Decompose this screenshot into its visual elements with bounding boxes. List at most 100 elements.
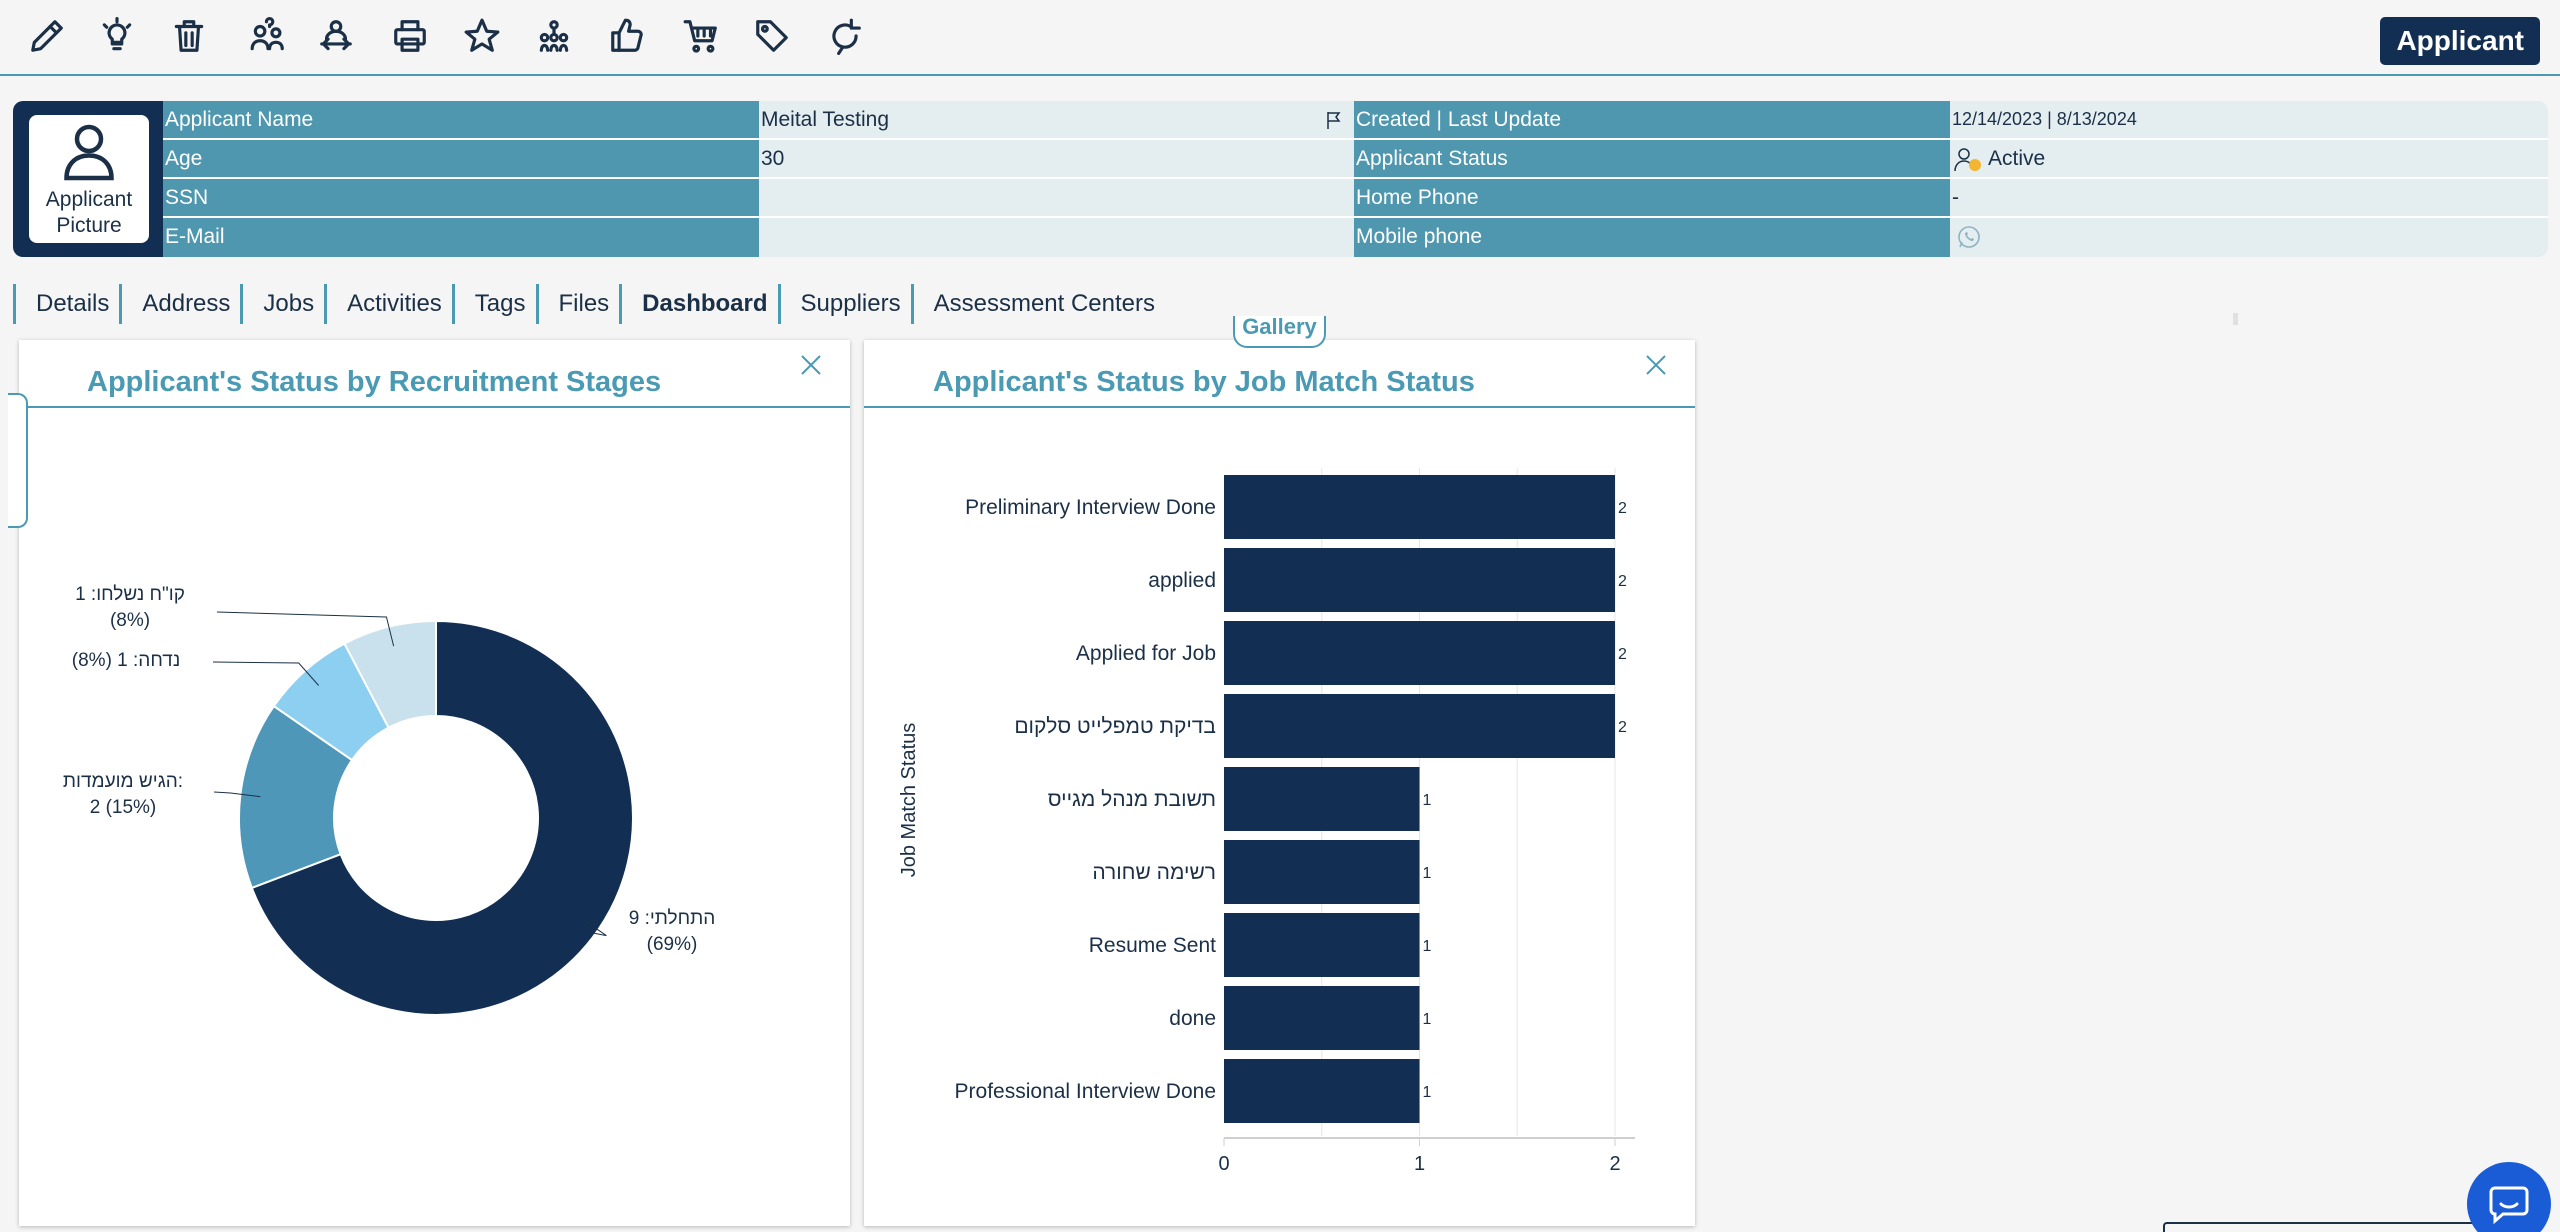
bar-category-label: Professional Interview Done: [955, 1080, 1216, 1103]
label-mobile-phone: Mobile phone: [1354, 218, 1950, 257]
bar-category-label: תשובת מנהל מגייס: [1048, 788, 1216, 811]
applicant-picture[interactable]: Applicant Picture: [29, 115, 149, 243]
transfer-icon[interactable]: [314, 14, 358, 58]
close-icon[interactable]: [1643, 352, 1669, 378]
recruitment-donut-chart: התחלתי: 9 (69%) הגיש מועמדות: 2 (15%) נדחה: …: [63, 584, 716, 1016]
close-icon[interactable]: [798, 352, 824, 378]
active-status-icon: [1954, 148, 1981, 172]
bar-value-label: 2: [1618, 719, 1627, 736]
donut-slice[interactable]: [238, 704, 354, 890]
lightbulb-icon[interactable]: [95, 14, 139, 58]
bar-category-label: applied: [1148, 569, 1216, 592]
pencil-icon[interactable]: [25, 14, 69, 58]
applicant-button[interactable]: Applicant: [2380, 17, 2540, 65]
x-tick-label: 1: [1414, 1153, 1425, 1175]
x-tick-label: 2: [1609, 1153, 1620, 1175]
side-panel-handle[interactable]: [8, 393, 28, 528]
tab-dashboard[interactable]: Dashboard: [619, 284, 777, 324]
trash-icon[interactable]: [167, 14, 211, 58]
donut-slice[interactable]: [343, 619, 437, 730]
star-icon[interactable]: [460, 14, 504, 58]
bar[interactable]: [1224, 694, 1615, 758]
donut-label: קו"ח נשלחו: 1 (8%): [75, 584, 185, 631]
bar[interactable]: [1224, 621, 1615, 685]
bar[interactable]: [1224, 1059, 1420, 1123]
tab-jobs[interactable]: Jobs: [240, 284, 324, 324]
thumbs-up-icon[interactable]: [605, 14, 649, 58]
bar[interactable]: [1224, 913, 1420, 977]
job-match-bar-chart: Job Match Status Preliminary Interview Do…: [898, 468, 1635, 1175]
bar-value-label: 2: [1618, 573, 1627, 590]
donut-label: הגיש מועמדות: 2 (15%): [63, 771, 183, 818]
job-match-panel: Applicant's Status by Job Match Status J…: [864, 340, 1695, 1226]
bar[interactable]: [1224, 767, 1420, 831]
value-applicant-name: Meital Testing: [759, 101, 1354, 138]
bar-category-label: done: [1169, 1007, 1216, 1030]
bar-value-label: 2: [1618, 646, 1627, 663]
donut-label: נדחה: 1 (8%): [72, 650, 180, 671]
label-home-phone: Home Phone: [1354, 179, 1950, 216]
header-row: Age 30 Applicant Status Active: [163, 140, 2548, 177]
toolbar: Applicant: [0, 0, 2560, 76]
bar-category-label: בדיקת טמפלייט סלקום: [1014, 715, 1216, 738]
chat-button[interactable]: [2467, 1162, 2551, 1232]
donut-leader-line: [213, 791, 261, 798]
bar[interactable]: [1224, 548, 1615, 612]
hierarchy-icon[interactable]: [532, 14, 576, 58]
donut-leader-line: [581, 918, 607, 937]
refresh-icon[interactable]: [823, 14, 867, 58]
header-row: Applicant Name Meital Testing Created | …: [163, 101, 2548, 138]
tab-details[interactable]: Details: [13, 284, 119, 324]
value-ssn: [759, 179, 1354, 216]
bar-value-label: 1: [1423, 865, 1432, 882]
tab-activities[interactable]: Activities: [324, 284, 452, 324]
bar-category-label: Resume Sent: [1089, 934, 1216, 957]
bar[interactable]: [1224, 475, 1615, 539]
header-row: E-Mail Mobile phone: [163, 218, 2548, 257]
value-mobile-phone: [1950, 218, 2548, 257]
donut-leader-line: [212, 661, 320, 686]
panel-divider: [19, 406, 850, 408]
bar-category-label: Applied for Job: [1076, 642, 1216, 665]
donut-leader-line: [216, 611, 395, 647]
cart-icon[interactable]: [679, 14, 723, 58]
donut-label: התחלתי: 9 (69%): [629, 908, 716, 955]
applicant-name-text: Meital Testing: [761, 108, 890, 131]
label-created-last-update: Created | Last Update: [1354, 101, 1950, 138]
bar-value-label: 1: [1423, 1084, 1432, 1101]
applicant-picture-cell: Applicant Picture: [13, 101, 163, 257]
flag-icon[interactable]: [1324, 110, 1344, 130]
panel-divider: [864, 406, 1695, 408]
bar[interactable]: [1224, 840, 1420, 904]
applicant-header: Applicant Picture Applicant Name Meital …: [13, 101, 2548, 257]
gallery-tab[interactable]: Gallery: [1233, 316, 1326, 348]
value-created-last-update: 12/14/2023 | 8/13/2024: [1950, 101, 2548, 138]
y-axis-title: Job Match Status: [898, 723, 920, 878]
bar[interactable]: [1224, 986, 1420, 1050]
donut-slice[interactable]: [250, 619, 634, 1016]
printer-icon[interactable]: [388, 14, 432, 58]
tab-tags[interactable]: Tags: [451, 284, 536, 324]
bar-value-label: 1: [1423, 792, 1432, 809]
value-applicant-status: Active: [1950, 140, 2548, 177]
tab-files[interactable]: Files: [535, 284, 620, 324]
applicant-status-text: Active: [1988, 147, 2046, 170]
bar-value-label: 1: [1423, 1011, 1432, 1028]
users-question-icon[interactable]: [246, 14, 290, 58]
recruitment-panel-title: Applicant's Status by Recruitment Stages: [87, 366, 662, 398]
bar-value-label: 2: [1618, 500, 1627, 517]
tab-suppliers[interactable]: Suppliers: [777, 284, 911, 324]
value-age: 30: [759, 140, 1354, 177]
bar-value-label: 1: [1423, 938, 1432, 955]
tag-icon[interactable]: [750, 14, 794, 58]
chat-icon: [2489, 1186, 2529, 1225]
whatsapp-icon[interactable]: [1956, 224, 1982, 250]
tab-assessment-centers[interactable]: Assessment Centers: [910, 284, 1165, 324]
label-email: E-Mail: [163, 218, 759, 257]
tab-address[interactable]: Address: [119, 284, 240, 324]
label-applicant-name: Applicant Name: [163, 101, 759, 138]
jobmatch-panel-title: Applicant's Status by Job Match Status: [933, 366, 1475, 398]
bar-category-label: Preliminary Interview Done: [965, 496, 1216, 519]
value-email: [759, 218, 1354, 257]
scroll-marker: [2233, 313, 2238, 325]
